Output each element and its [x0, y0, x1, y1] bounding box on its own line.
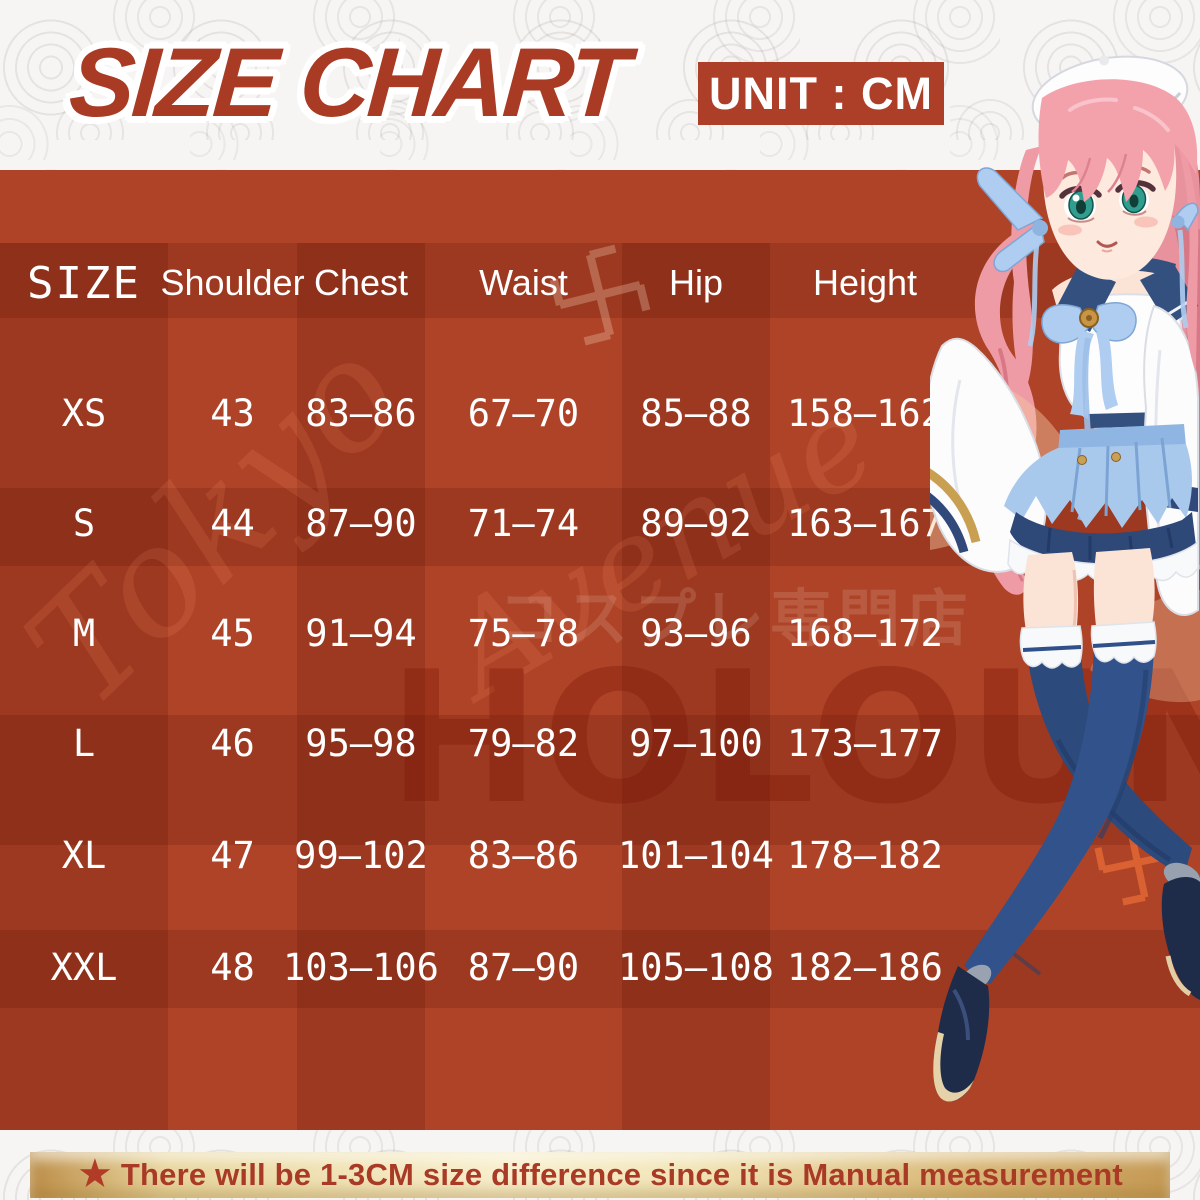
value-hip: 89–92 — [640, 501, 752, 545]
column-header-hip: Hip — [668, 262, 724, 303]
value-chest: 87–90 — [305, 501, 417, 545]
table-row-xs: XS 43 83–86 67–70 85–88 158–162 — [0, 383, 960, 443]
size-label: L — [72, 721, 96, 765]
unit-label: UNIT : CM — [709, 67, 933, 119]
value-height: 182–186 — [787, 945, 943, 989]
value-hip: 101–104 — [618, 833, 774, 877]
value-chest: 83–86 — [305, 391, 417, 435]
value-shoulder: 48 — [210, 945, 255, 989]
value-shoulder: 43 — [210, 391, 255, 435]
table-row-xl: XL 47 99–102 83–86 101–104 178–182 — [0, 825, 960, 885]
value-waist: 87–90 — [467, 945, 580, 989]
value-height: 158–162 — [787, 391, 943, 435]
value-height: 178–182 — [787, 833, 943, 877]
value-chest: 91–94 — [305, 611, 417, 655]
table-row-s: S 44 87–90 71–74 89–92 163–167 — [0, 493, 960, 553]
size-label: XXL — [50, 945, 118, 989]
column-header-height: Height — [812, 262, 918, 303]
value-hip: 85–88 — [640, 391, 752, 435]
value-chest: 95–98 — [305, 721, 417, 765]
column-header-waist: Waist — [479, 262, 568, 303]
value-waist: 71–74 — [467, 501, 580, 545]
value-shoulder: 45 — [210, 611, 255, 655]
value-shoulder: 46 — [210, 721, 255, 765]
column-shade — [0, 243, 168, 1130]
chart-body: Tokyo Avenue コスプレ専門店 HOLOUN SIZE Shoulde… — [0, 170, 1200, 1130]
value-waist: 79–82 — [467, 721, 580, 765]
size-label: S — [72, 501, 96, 545]
measurement-note-banner: ★ There will be 1-3CM size difference si… — [30, 1152, 1170, 1198]
size-label: XS — [61, 391, 107, 435]
size-label: XL — [61, 833, 107, 877]
value-hip: 93–96 — [640, 611, 752, 655]
column-header-chest: Chest — [313, 262, 409, 303]
unit-badge: UNIT : CM — [698, 62, 944, 125]
column-header-size: SIZE — [27, 257, 141, 309]
value-height: 163–167 — [787, 501, 943, 545]
value-waist: 83–86 — [467, 833, 580, 877]
value-shoulder: 47 — [210, 833, 255, 877]
value-hip: 105–108 — [618, 945, 774, 989]
value-height: 168–172 — [787, 611, 943, 655]
star-icon: ★ — [77, 1152, 113, 1196]
table-header-row: SIZE Shoulder Chest Waist Hip Height — [0, 253, 960, 313]
measurement-note: There will be 1-3CM size difference sinc… — [120, 1157, 1123, 1192]
value-waist: 75–78 — [467, 611, 580, 655]
value-waist: 67–70 — [467, 391, 580, 435]
column-header-shoulder: Shoulder — [160, 262, 305, 303]
page-title: SIZE CHART — [66, 27, 631, 137]
value-chest: 99–102 — [294, 833, 428, 877]
value-chest: 103–106 — [283, 945, 439, 989]
value-height: 173–177 — [787, 721, 943, 765]
table-row-m: M 45 91–94 75–78 93–96 168–172 — [0, 603, 960, 663]
top-banner: SIZE CHART UNIT : CM — [0, 0, 1200, 170]
value-hip: 97–100 — [629, 721, 763, 765]
value-shoulder: 44 — [210, 501, 255, 545]
column-shade — [622, 243, 770, 1130]
column-shade — [297, 243, 425, 1130]
size-label: M — [72, 611, 96, 655]
footer-band: ★ There will be 1-3CM size difference si… — [0, 1130, 1200, 1200]
table-row-xxl: XXL 48 103–106 87–90 105–108 182–186 — [0, 937, 960, 997]
table-row-l: L 46 95–98 79–82 97–100 173–177 — [0, 713, 960, 773]
